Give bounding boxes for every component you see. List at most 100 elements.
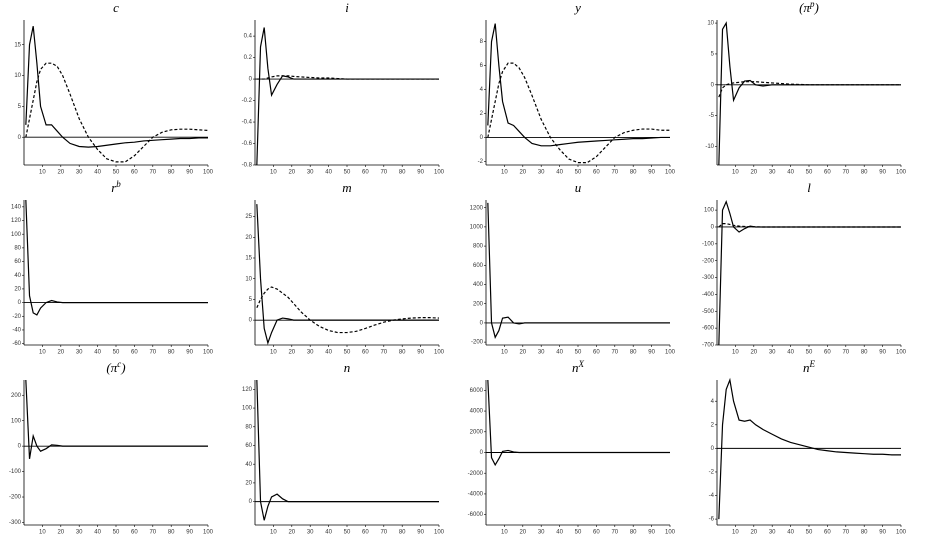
y-tick-label: 0 <box>249 318 253 324</box>
title-main: (π <box>799 0 810 15</box>
x-tick-label: 40 <box>556 350 563 356</box>
panel-title: (πc) <box>106 359 125 375</box>
x-tick-label: 60 <box>362 170 369 176</box>
title-main: (π <box>106 360 117 375</box>
series-line <box>256 27 439 166</box>
y-tick-label: -40 <box>12 328 21 334</box>
x-tick-label: 40 <box>94 350 101 356</box>
x-tick-label: 30 <box>769 350 776 356</box>
series-line <box>487 202 670 339</box>
x-tick-label: 10 <box>501 350 508 356</box>
series-line <box>256 204 439 345</box>
y-tick-label: 5 <box>249 297 253 303</box>
x-tick-label: 50 <box>344 170 351 176</box>
panel-title: l <box>807 180 811 195</box>
x-tick-label: 10 <box>732 530 739 536</box>
y-tick-label: 40 <box>14 273 21 279</box>
x-tick-label: 80 <box>168 170 175 176</box>
x-tick-label: 40 <box>325 170 332 176</box>
y-tick-label: 120 <box>11 218 22 224</box>
x-tick-label: 100 <box>203 350 214 356</box>
x-tick-label: 80 <box>399 530 406 536</box>
y-tick-label: 400 <box>473 282 484 288</box>
x-tick-label: 100 <box>665 170 676 176</box>
y-tick-label: 0 <box>711 82 715 88</box>
y-tick-label: 2 <box>711 422 715 428</box>
y-tick-label: 10 <box>14 73 21 79</box>
x-tick-label: 90 <box>879 530 886 536</box>
series-line <box>25 26 208 148</box>
x-tick-label: 40 <box>325 350 332 356</box>
x-tick-label: 70 <box>842 170 849 176</box>
y-tick-label: 2000 <box>470 429 484 435</box>
x-tick-label: 60 <box>362 350 369 356</box>
panel: l -700 -600 -500 -400 -300 -200 -100 0 100 10 20 30 4… <box>702 180 907 356</box>
x-tick-label: 70 <box>842 530 849 536</box>
title-superscript: b <box>116 179 121 189</box>
x-tick-label: 20 <box>288 170 295 176</box>
series-line <box>718 81 901 98</box>
y-tick-label: 2 <box>480 111 484 117</box>
y-tick-label: -400 <box>702 292 715 298</box>
x-tick-label: 10 <box>39 170 46 176</box>
title-main: n <box>803 360 810 375</box>
x-tick-label: 40 <box>787 170 794 176</box>
y-tick-label: 5 <box>711 52 715 58</box>
x-tick-label: 50 <box>113 170 120 176</box>
y-tick-label: -5 <box>709 113 715 119</box>
y-tick-label: 0 <box>711 446 715 452</box>
y-tick-label: 0 <box>18 300 22 306</box>
x-tick-label: 70 <box>611 350 618 356</box>
panel-title: (πp) <box>799 0 819 15</box>
y-tick-label: 1200 <box>470 205 484 211</box>
x-tick-label: 10 <box>501 170 508 176</box>
panel: nE -6 -4 -2 0 2 4 10 20 30 40 50 60 70 80 90 100 <box>709 359 907 536</box>
y-tick-label: -0.6 <box>242 141 253 147</box>
x-tick-label: 100 <box>434 170 445 176</box>
x-tick-label: 70 <box>149 350 156 356</box>
x-tick-label: 100 <box>434 530 445 536</box>
y-tick-label: 1000 <box>470 224 484 230</box>
title-main: c <box>113 0 119 15</box>
series-line <box>25 379 208 459</box>
y-tick-label: 140 <box>11 204 22 210</box>
x-tick-label: 90 <box>417 170 424 176</box>
x-tick-label: 90 <box>186 170 193 176</box>
panel: rb -60 -40 -20 0 20 40 60 80 100 120 140 10 20 30 40 50 6… <box>11 179 214 356</box>
x-tick-label: 10 <box>732 350 739 356</box>
x-tick-label: 60 <box>131 350 138 356</box>
y-tick-label: -500 <box>702 309 715 315</box>
y-tick-label: 600 <box>473 263 484 269</box>
x-tick-label: 100 <box>665 530 676 536</box>
y-tick-label: 0.2 <box>244 55 253 61</box>
y-tick-label: 0 <box>480 135 484 141</box>
y-tick-label: -0.2 <box>242 98 253 104</box>
x-tick-label: 80 <box>861 530 868 536</box>
y-tick-label: 20 <box>14 286 21 292</box>
x-tick-label: 30 <box>76 350 83 356</box>
x-tick-label: 30 <box>76 530 83 536</box>
panel: m 0 5 10 15 20 25 10 20 30 40 50 60 70 80 90 100 <box>245 180 444 356</box>
x-tick-label: 20 <box>519 530 526 536</box>
x-tick-label: 70 <box>380 170 387 176</box>
x-tick-label: 60 <box>362 530 369 536</box>
y-tick-label: -2 <box>709 470 715 476</box>
series-line <box>718 199 901 346</box>
y-tick-label: -6 <box>709 517 715 523</box>
y-tick-label: 25 <box>245 214 252 220</box>
x-tick-label: 50 <box>113 350 120 356</box>
x-tick-label: 40 <box>556 530 563 536</box>
y-tick-label: 0.4 <box>244 34 253 40</box>
panel-title: u <box>575 180 582 195</box>
y-tick-label: 120 <box>242 387 253 393</box>
x-tick-label: 80 <box>861 350 868 356</box>
x-tick-label: 80 <box>399 350 406 356</box>
x-tick-label: 50 <box>806 530 813 536</box>
y-tick-label: 800 <box>473 244 484 250</box>
y-tick-label: 0 <box>480 320 484 326</box>
y-tick-label: -2000 <box>468 471 484 477</box>
panel: y -2 0 2 4 6 8 10 20 30 40 50 60 70 80 90 100 <box>478 0 676 176</box>
x-tick-label: 30 <box>769 170 776 176</box>
x-tick-label: 90 <box>879 350 886 356</box>
